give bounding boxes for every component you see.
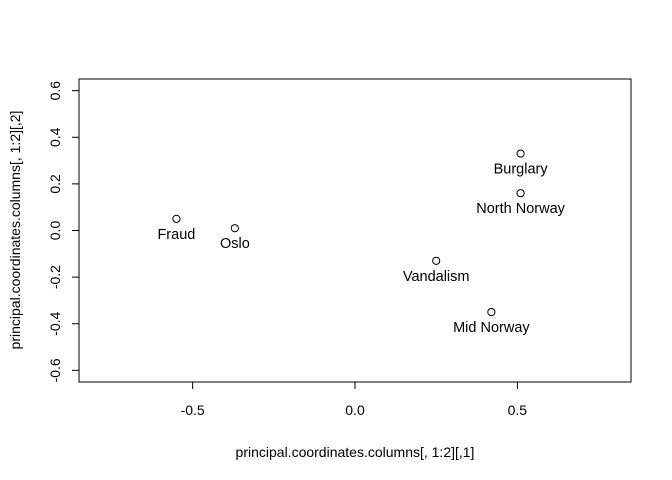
point-label: North Norway [476,201,565,217]
y-tick-label: 0.4 [47,127,63,147]
y-tick-label: 0.6 [47,81,63,101]
y-axis: -0.6 -0.4 -0.2 0.0 0.2 0.4 0.6 [47,81,80,382]
data-points: Fraud Oslo Vandalism Burglary North Norway Mi… [157,149,566,336]
data-point [230,224,239,233]
y-tick-label: -0.6 [47,358,63,382]
point-label: Oslo [220,236,250,252]
y-tick-label: 0.0 [47,221,63,241]
y-tick-label: -0.2 [47,265,63,289]
data-point [487,307,496,317]
data-point [172,214,181,223]
data-point [516,189,525,198]
point-label: Vandalism [403,269,470,285]
point-label: Mid Norway [453,320,530,336]
data-point [516,149,525,158]
point-label: Fraud [157,227,195,243]
point-label: Burglary [494,162,549,178]
x-tick-label: 0.0 [345,402,365,418]
y-tick-label: 0.2 [47,174,63,194]
x-axis-title: principal.coordinates.columns[, 1:2][,1] [236,444,475,460]
data-point [432,256,441,265]
y-axis-title: principal.coordinates.columns[, 1:2][,2] [7,111,23,350]
y-tick-label: -0.4 [47,311,63,335]
x-tick-label: 0.5 [508,402,528,418]
x-axis: -0.5 0.0 0.5 [181,381,528,418]
x-tick-label: -0.5 [181,402,205,418]
